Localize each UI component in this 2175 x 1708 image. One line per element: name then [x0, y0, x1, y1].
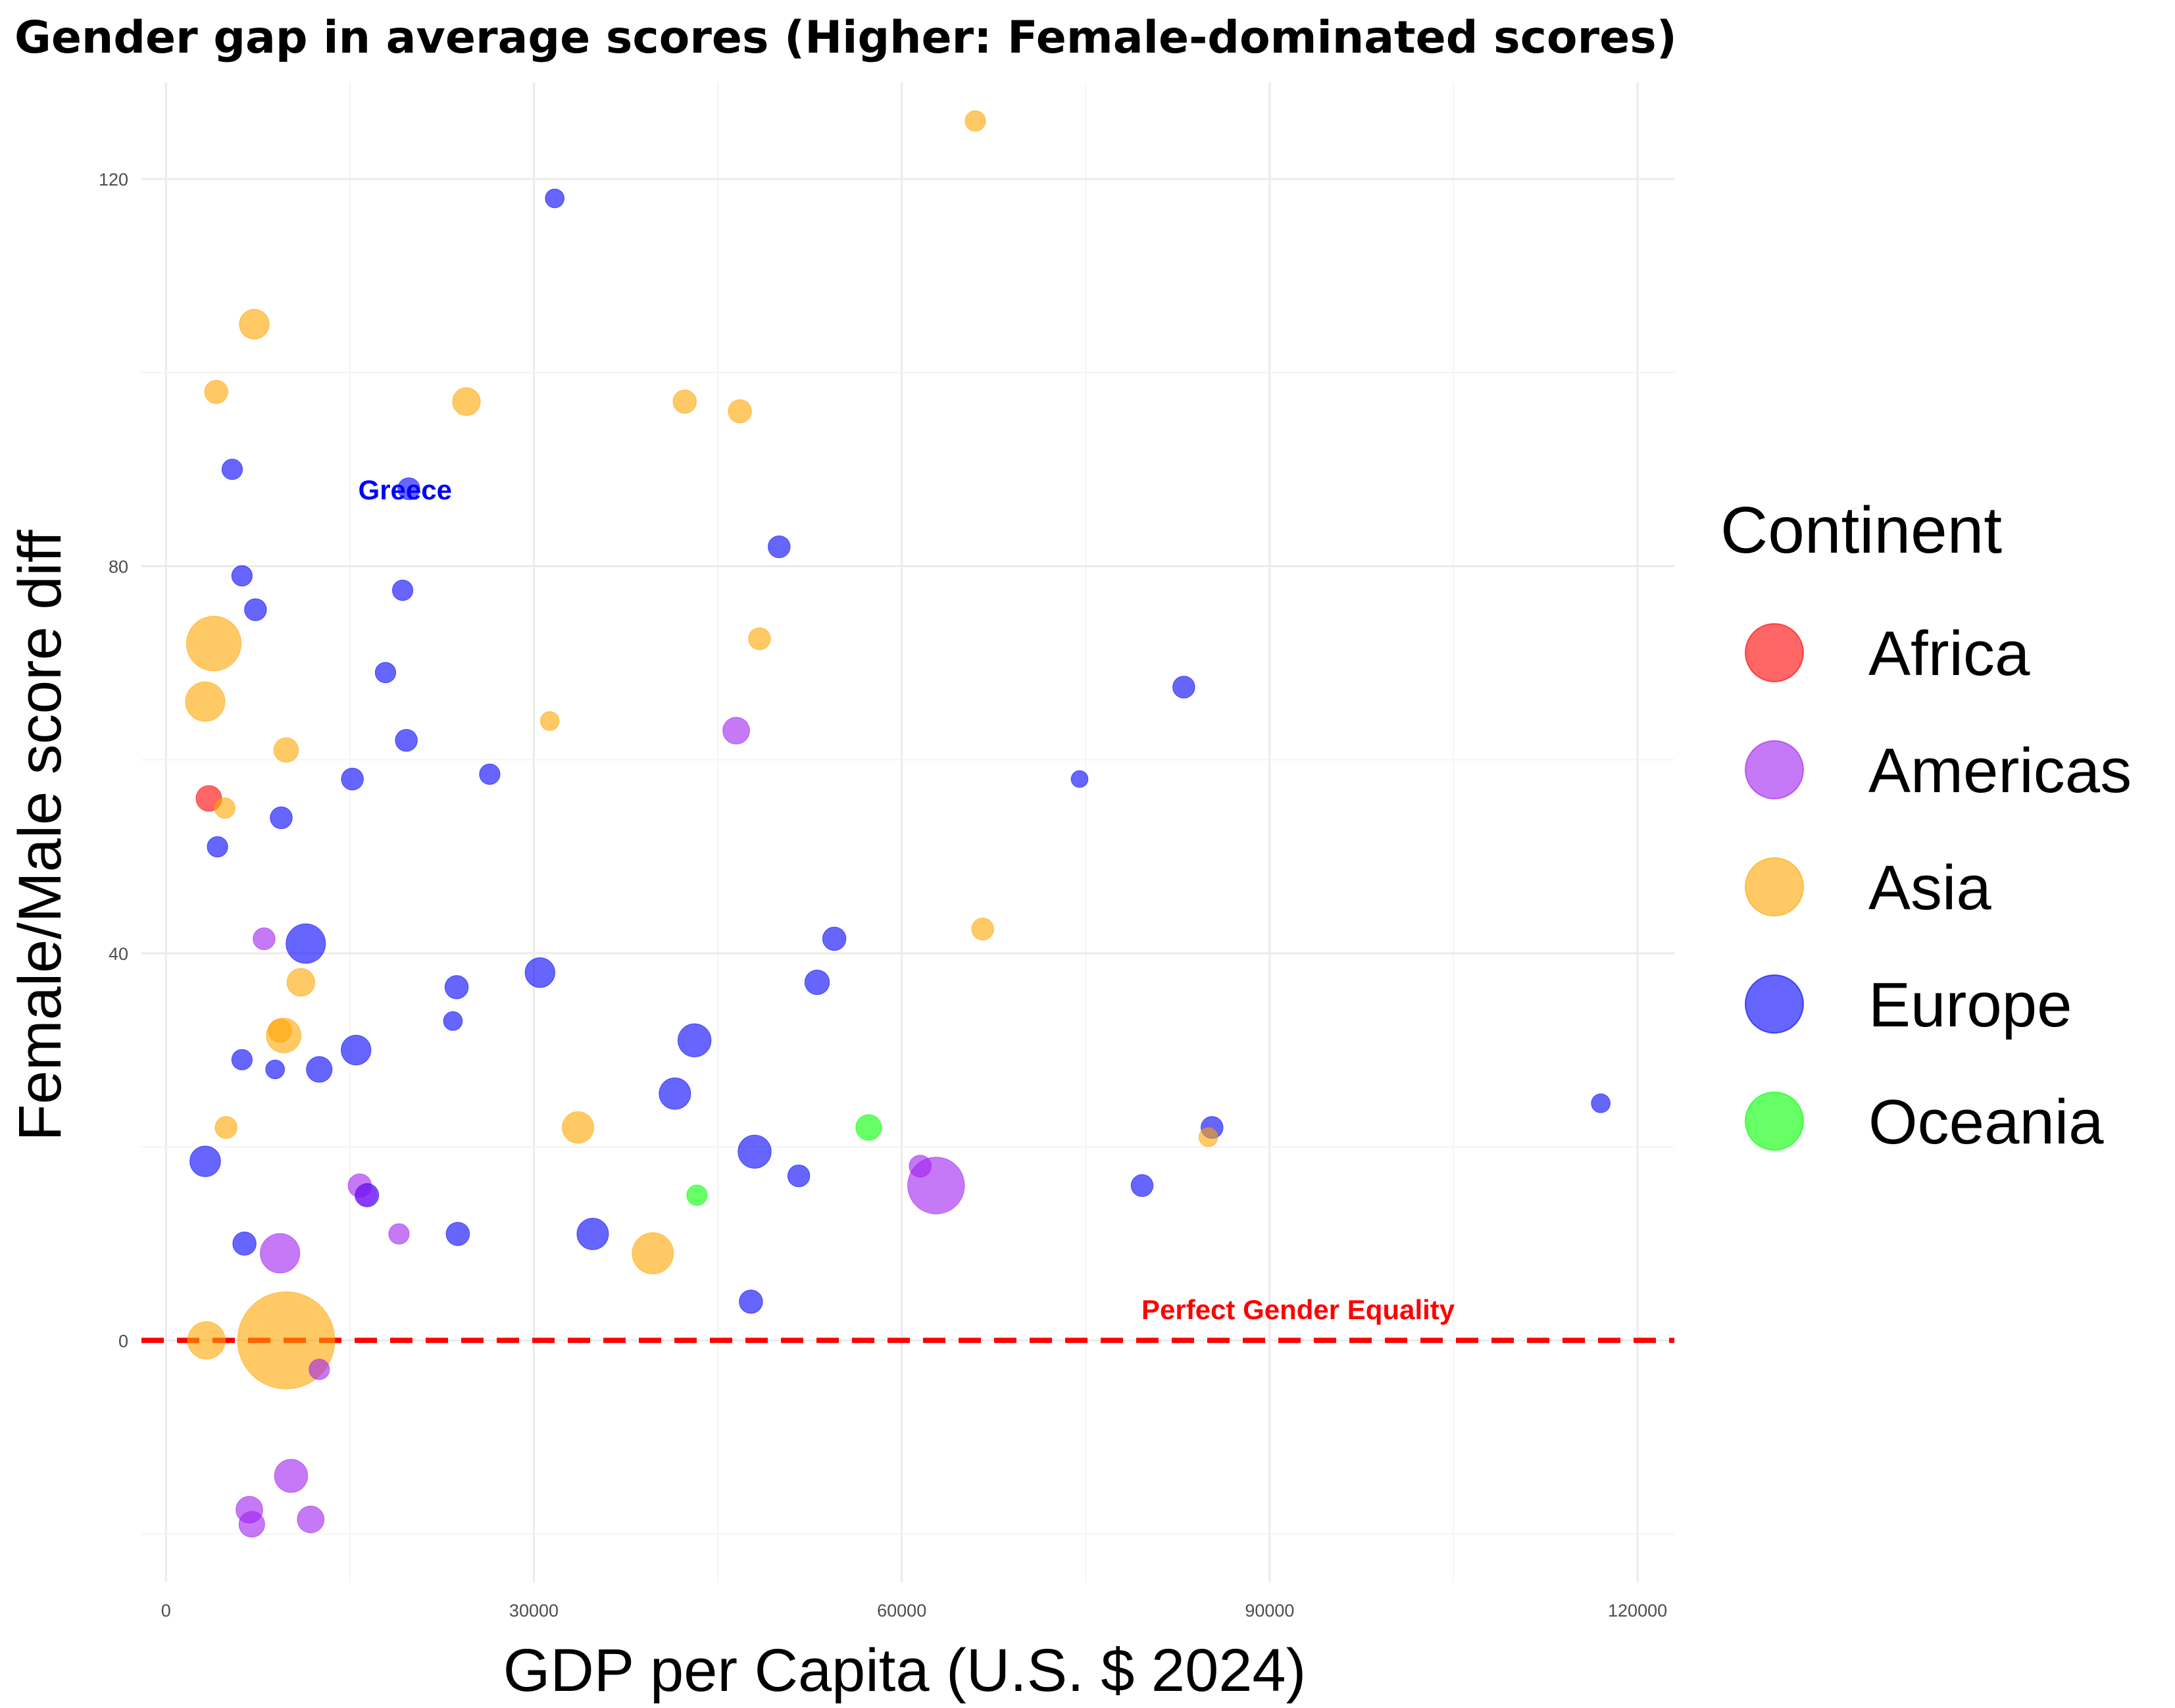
data-points [185, 110, 1611, 1538]
data-point-asia [728, 399, 752, 424]
legend-key-europe [1745, 974, 1804, 1034]
data-point-americas [253, 927, 276, 951]
y-axis-title: Female/Male score diff [7, 530, 74, 1141]
data-point-americas [238, 1511, 265, 1538]
legend-key-africa [1745, 623, 1804, 682]
data-point-asia [964, 110, 986, 132]
legend: Continent Africa Americas Asia Europe Oceani… [1720, 493, 2132, 1157]
x-tick-label: 30000 [509, 1601, 559, 1620]
data-point-asia [239, 309, 270, 339]
data-point-asia [186, 616, 242, 672]
x-tick-label: 120000 [1608, 1601, 1667, 1620]
data-point-americas [354, 1184, 378, 1207]
y-tick-label: 40 [109, 944, 128, 964]
data-point-europe [479, 763, 501, 785]
data-point-asia [185, 681, 226, 722]
reference-line-label: Perfect Gender Equality [1141, 1294, 1455, 1325]
data-point-europe [739, 1290, 763, 1314]
x-tick-label: 90000 [1245, 1601, 1294, 1620]
data-point-asia [672, 389, 697, 414]
data-point-europe [374, 662, 397, 684]
data-point-asia [187, 1321, 226, 1360]
data-point-europe [659, 1077, 691, 1110]
data-point-americas [274, 1459, 309, 1493]
data-point-europe [1591, 1093, 1611, 1113]
data-point-europe [804, 969, 830, 995]
data-point-asia [971, 917, 994, 941]
legend-label-asia: Asia [1868, 853, 1991, 923]
data-point-europe [395, 729, 418, 752]
data-point-europe [1130, 1174, 1154, 1197]
data-point-europe [207, 836, 228, 858]
data-point-europe [286, 923, 326, 964]
legend-title: Continent [1720, 493, 2002, 567]
data-point-asia [632, 1232, 674, 1274]
data-point-asia [214, 1116, 238, 1139]
data-point-europe [524, 957, 555, 988]
data-point-europe [768, 535, 791, 559]
legend-label-africa: Africa [1868, 618, 2030, 689]
data-point-asia [214, 797, 236, 819]
legend-key-oceania [1745, 1092, 1804, 1151]
data-point-europe [677, 1023, 712, 1057]
data-point-europe [576, 1217, 609, 1250]
data-point-europe [306, 1056, 333, 1083]
x-axis-title: GDP per Capita (U.S. $ 2024) [503, 1637, 1306, 1704]
data-point-europe [270, 806, 293, 830]
plot-grid [141, 82, 1674, 1582]
data-point-europe [822, 926, 847, 951]
data-point-americas [309, 1359, 330, 1380]
data-point-asia [1198, 1127, 1218, 1147]
data-point-oceania [686, 1184, 708, 1206]
chart-title: Gender gap in average scores (Higher: Fe… [14, 12, 1677, 64]
legend-label-europe: Europe [1868, 970, 2072, 1040]
data-point-asia [539, 711, 560, 731]
data-point-europe [444, 975, 469, 999]
data-point-europe [443, 1011, 463, 1031]
data-point-europe [232, 1231, 257, 1256]
legend-key-asia [1745, 857, 1804, 917]
legend-label-americas: Americas [1868, 736, 2132, 806]
data-point-europe [341, 1034, 372, 1066]
data-point-europe [341, 767, 364, 791]
data-point-oceania [855, 1114, 882, 1141]
data-point-asia [562, 1111, 595, 1144]
data-point-europe [244, 598, 267, 621]
data-point-europe [397, 477, 420, 501]
x-tick-label: 0 [161, 1601, 171, 1620]
data-point-americas [297, 1505, 325, 1534]
y-tick-label: 0 [118, 1331, 128, 1351]
data-point-asia [286, 968, 315, 997]
data-point-europe [231, 1049, 253, 1070]
y-tick-label: 120 [99, 170, 128, 189]
data-point-europe [545, 188, 564, 209]
reference-line-group: Perfect Gender EqualityGreece [141, 474, 1674, 1344]
data-point-asia [748, 627, 771, 651]
data-point-europe [1172, 676, 1195, 699]
data-point-americas [909, 1155, 932, 1178]
axis-ticks: 0 30000 60000 90000 120000 0 40 80 120 [99, 170, 1667, 1620]
data-point-asia [273, 737, 299, 763]
y-tick-label: 80 [109, 557, 128, 576]
data-point-asia [452, 387, 481, 416]
data-point-europe [231, 565, 253, 587]
data-point-asia [268, 1018, 292, 1043]
x-tick-label: 60000 [877, 1601, 926, 1620]
data-point-europe [221, 459, 243, 480]
data-point-europe [265, 1059, 285, 1080]
legend-label-oceania: Oceania [1868, 1087, 2104, 1157]
data-point-americas [260, 1233, 301, 1274]
data-point-europe [1070, 770, 1089, 788]
data-point-americas [388, 1223, 410, 1245]
data-point-europe [738, 1134, 772, 1169]
data-point-europe [189, 1145, 221, 1177]
data-point-europe [787, 1164, 811, 1188]
legend-key-americas [1745, 740, 1804, 799]
data-point-americas [722, 716, 750, 745]
data-point-asia [204, 380, 228, 404]
data-point-europe [391, 580, 414, 601]
data-point-europe [445, 1222, 470, 1246]
